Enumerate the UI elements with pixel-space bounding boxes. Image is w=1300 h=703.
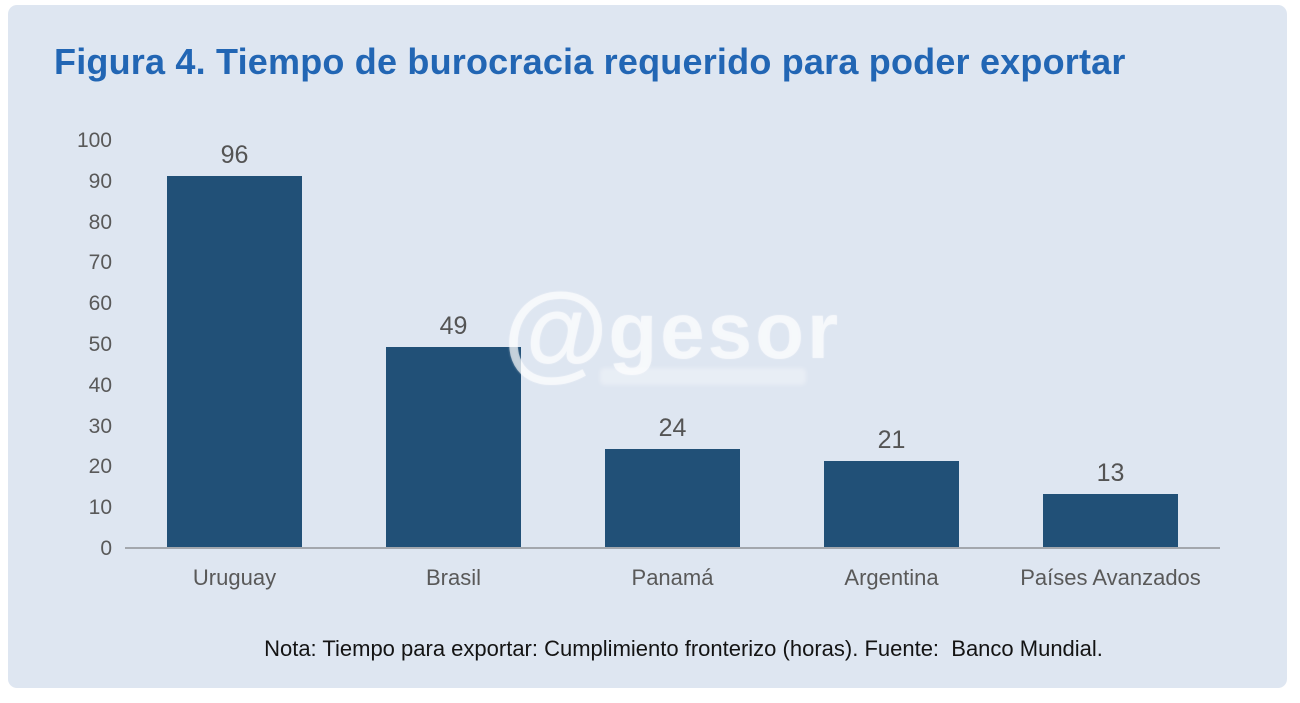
bar-value-label: 21 — [877, 426, 906, 455]
y-axis-tick-label: 50 — [88, 333, 112, 356]
y-axis-tick-label: 10 — [88, 496, 112, 520]
figure-panel: Figura 4. Tiempo de burocracia requerido… — [8, 5, 1287, 688]
bar-value-label: 96 — [220, 141, 249, 169]
y-axis-tick-label: 70 — [88, 251, 112, 275]
x-axis-label-paises-avanzados: Países Avanzados — [1020, 565, 1201, 590]
plot-area: 96 49 24 21 13 — [125, 141, 1220, 549]
y-axis-tick-label: 20 — [88, 455, 112, 479]
y-axis-tick-label: 60 — [88, 292, 112, 316]
bar-value-label: 49 — [439, 312, 468, 341]
y-axis-tick-label: 90 — [88, 169, 112, 193]
bar-group-paises-avanzados: 13 — [1001, 141, 1220, 547]
y-axis-tick-label: 80 — [88, 210, 112, 234]
y-axis-tick-label: 0 — [100, 537, 112, 560]
y-axis-tick-label: 30 — [88, 414, 112, 438]
x-axis-labels: Uruguay Brasil Panamá Argentina Países A… — [125, 565, 1220, 591]
x-axis-label-argentina: Argentina — [844, 565, 939, 590]
bar-paises-avanzados — [1043, 494, 1178, 547]
x-axis-label-brasil: Brasil — [425, 565, 481, 590]
bars-row: 96 49 24 21 13 — [125, 141, 1220, 547]
bar-argentina — [824, 461, 959, 547]
bar-group-uruguay: 96 — [125, 141, 344, 547]
bar-group-argentina: 21 — [782, 141, 1001, 547]
y-axis: 0 10 20 30 40 50 60 70 80 90 100 — [48, 129, 112, 560]
bar-value-label: 13 — [1096, 459, 1125, 487]
figure-title: Figura 4. Tiempo de burocracia requerido… — [54, 41, 1126, 82]
bar-group-panama: 24 — [563, 141, 782, 547]
x-axis-label-panama: Panamá — [631, 565, 714, 590]
bar-group-brasil: 49 — [344, 141, 563, 547]
x-axis-label-uruguay: Uruguay — [192, 565, 277, 590]
y-axis-tick-label: 100 — [76, 129, 112, 152]
y-axis-tick-label: 40 — [88, 373, 112, 397]
bar-value-label: 24 — [658, 414, 687, 443]
bar-uruguay — [167, 176, 302, 547]
bar-brasil — [386, 347, 521, 547]
bar-panama — [605, 449, 740, 547]
figure-note: Nota: Tiempo para exportar: Cumplimiento… — [264, 636, 1103, 661]
